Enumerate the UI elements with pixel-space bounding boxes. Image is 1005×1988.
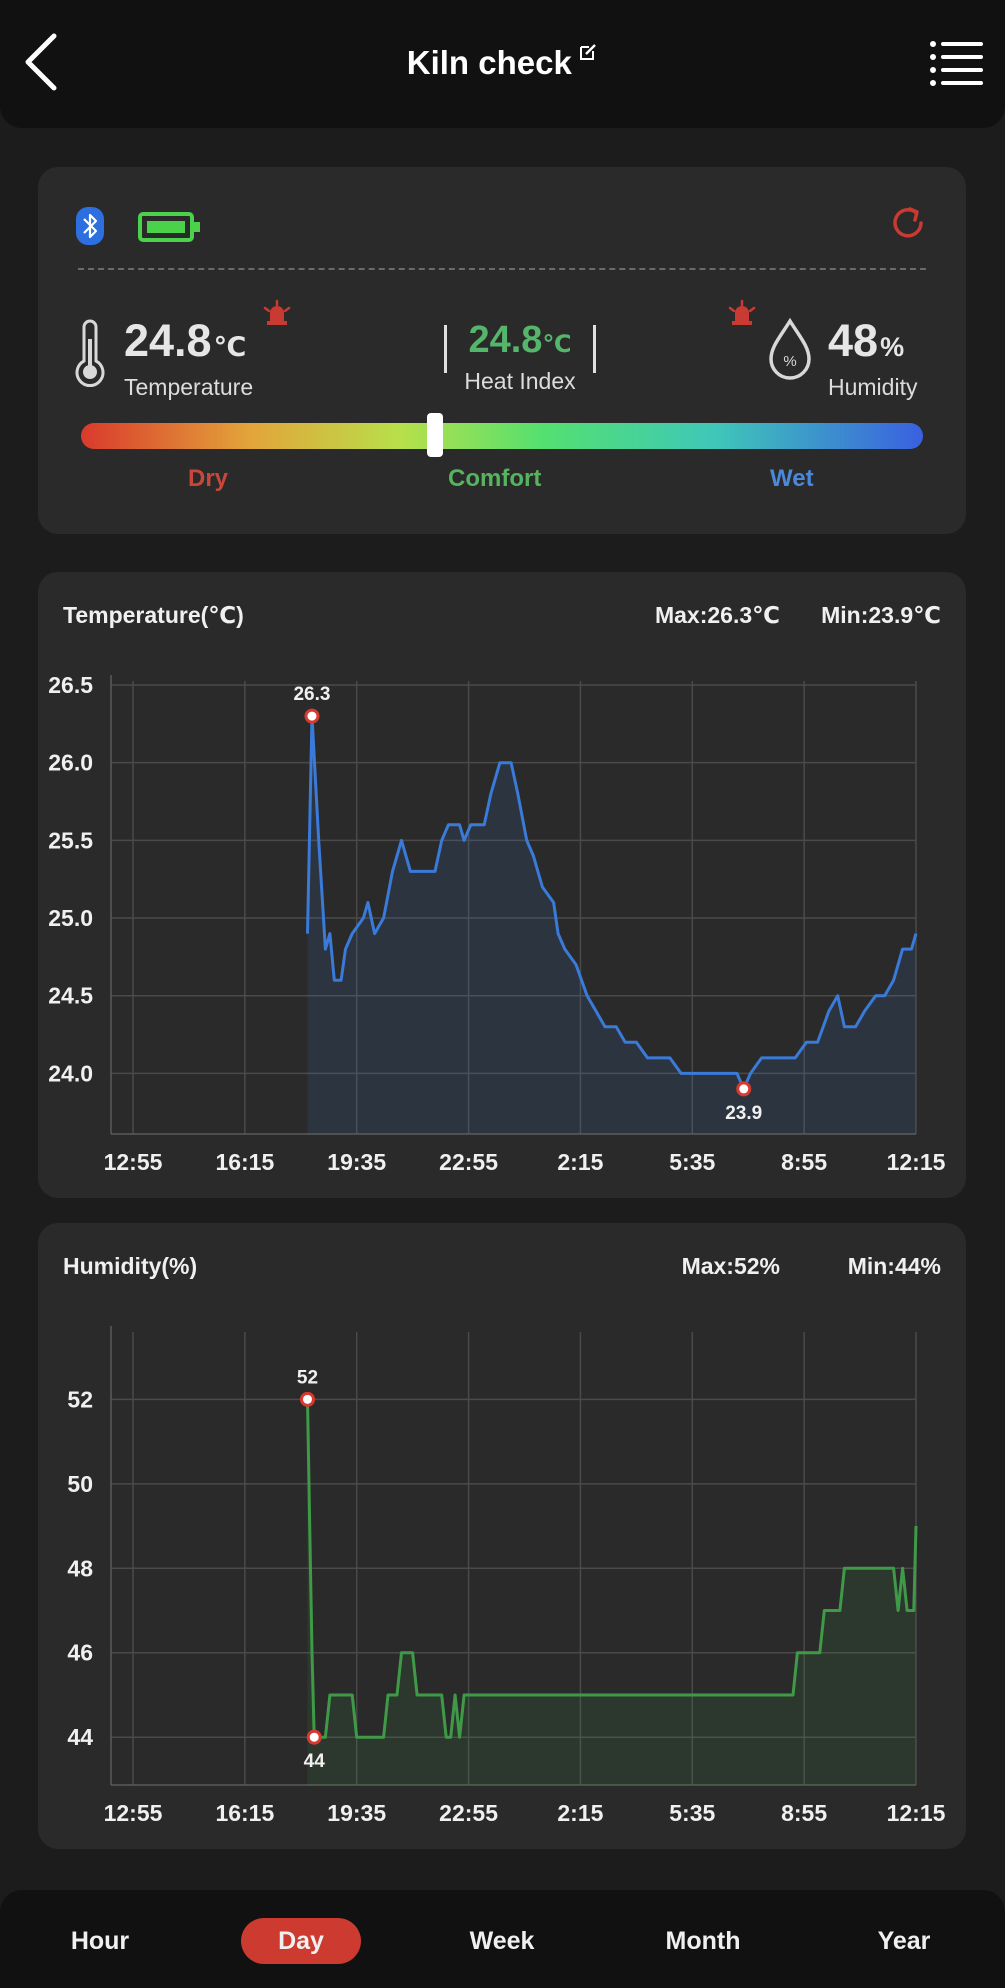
max-point-label: 52 — [297, 1367, 318, 1388]
tab-month[interactable]: Month — [665, 1927, 741, 1955]
y-tick-label: 26.5 — [48, 672, 93, 698]
chart-max-label: Max:26.3℃ — [654, 602, 780, 628]
series-area — [307, 1399, 916, 1785]
chart-min-label: Min:23.9℃ — [821, 602, 941, 628]
y-tick-label: 50 — [67, 1471, 93, 1497]
heat-index-divider-right — [593, 325, 596, 373]
x-tick-label: 12:55 — [104, 1149, 163, 1175]
humidity-chart[interactable]: 12:55 16:15 19:35 22:55 2:15 5:35 8:55 12:15 52 5… — [38, 1223, 966, 1849]
min-point-label: 44 — [304, 1751, 326, 1772]
level-comfort-label: Comfort — [448, 465, 542, 492]
y-tick-label: 25.5 — [48, 827, 93, 853]
chart-title: Temperature(℃) — [63, 602, 244, 628]
y-tick-label: 24.0 — [48, 1060, 93, 1086]
app-header: Kiln check — [0, 0, 1005, 128]
max-point-marker — [299, 1391, 315, 1407]
max-point-marker — [304, 708, 320, 724]
chart-title: Humidity(%) — [63, 1253, 198, 1279]
heat-index: 24.8℃ — [444, 319, 596, 373]
status-card: 24.8℃ Temperature 24.8℃ Heat Index % 48%… — [38, 167, 966, 534]
y-tick-label: 26.0 — [48, 750, 93, 776]
tab-day[interactable]: Day — [241, 1918, 361, 1964]
temperature-number: 24.8 — [124, 315, 212, 366]
x-tick-label: 5:35 — [669, 1149, 715, 1175]
edit-icon[interactable] — [578, 42, 598, 62]
temperature-label: Temperature — [124, 374, 254, 400]
comfort-level-indicator — [426, 413, 443, 457]
humidity-label: Humidity — [828, 374, 918, 400]
x-tick-label: 22:55 — [439, 1800, 498, 1826]
x-tick-label: 8:55 — [781, 1800, 827, 1826]
min-point-marker — [306, 1729, 322, 1745]
bluetooth-icon — [76, 207, 104, 245]
refresh-icon[interactable] — [888, 203, 928, 243]
x-tick-label: 5:35 — [669, 1800, 715, 1826]
temperature-unit: ℃ — [213, 332, 247, 362]
y-tick-label: 52 — [67, 1386, 93, 1412]
water-drop-icon: % — [769, 317, 811, 380]
x-tick-label: 8:55 — [781, 1149, 827, 1175]
x-tick-label: 19:35 — [327, 1149, 386, 1175]
x-tick-label: 16:15 — [215, 1800, 274, 1826]
x-tick-label: 2:15 — [557, 1800, 603, 1826]
y-tick-label: 44 — [67, 1724, 93, 1750]
temperature-chart[interactable]: 12:55 16:15 19:35 22:55 2:15 5:35 8:55 12:15 26.… — [38, 572, 966, 1198]
alarm-bell-icon[interactable] — [726, 299, 758, 329]
divider — [78, 268, 926, 270]
series-line — [306, 714, 918, 1091]
y-tick-label: 48 — [67, 1555, 93, 1581]
humidity-number: 48 — [828, 315, 879, 366]
thermometer-icon — [75, 319, 105, 388]
x-tick-label: 16:15 — [215, 1149, 274, 1175]
y-tick-label: 46 — [67, 1640, 93, 1666]
comfort-gradient-bar — [81, 423, 923, 449]
humidity-unit: % — [880, 332, 905, 362]
svg-text:%: % — [783, 353, 796, 370]
humidity-value: 48% — [828, 315, 904, 367]
page-title[interactable]: Kiln check — [406, 44, 572, 81]
series-area — [307, 716, 916, 1134]
level-wet-label: Wet — [770, 465, 814, 492]
min-point-label: 23.9 — [725, 1103, 762, 1124]
heat-index-value: 24.8℃ — [468, 319, 571, 361]
heat-index-number: 24.8 — [468, 319, 543, 361]
tab-hour[interactable]: Hour — [70, 1927, 130, 1955]
tab-year[interactable]: Year — [877, 1927, 931, 1955]
alarm-bell-icon[interactable] — [261, 299, 293, 329]
menu-list-icon[interactable] — [929, 38, 983, 88]
min-point-marker — [736, 1081, 752, 1097]
period-tab-bar: Hour Day Week Month Year — [0, 1890, 1005, 1988]
x-tick-label: 12:15 — [887, 1800, 946, 1826]
y-tick-label: 25.0 — [48, 905, 93, 931]
heat-index-divider-left — [444, 325, 447, 373]
series-line — [306, 1399, 918, 1739]
chart-min-label: Min:44% — [847, 1253, 941, 1279]
back-arrow-icon[interactable] — [18, 30, 66, 94]
title-wrap: Kiln check — [0, 44, 1005, 82]
x-tick-label: 19:35 — [327, 1800, 386, 1826]
x-tick-label: 2:15 — [557, 1149, 603, 1175]
temperature-value: 24.8℃ — [124, 315, 246, 367]
battery-icon — [138, 212, 200, 242]
x-tick-label: 12:55 — [104, 1800, 163, 1826]
y-tick-label: 24.5 — [48, 983, 93, 1009]
tab-week[interactable]: Week — [469, 1927, 535, 1955]
heat-index-unit: ℃ — [542, 331, 572, 358]
x-tick-label: 22:55 — [439, 1149, 498, 1175]
level-dry-label: Dry — [188, 465, 229, 492]
x-tick-label: 12:15 — [887, 1149, 946, 1175]
temperature-chart-card: Temperature(℃) Max:26.3℃ Min:23.9℃ 12:55… — [38, 572, 966, 1198]
humidity-chart-card: Humidity(%) Max:52% Min:44% 12:55 16:15 19… — [38, 1223, 966, 1849]
heat-index-label: Heat Index — [464, 368, 576, 394]
chart-max-label: Max:52% — [681, 1253, 780, 1279]
max-point-label: 26.3 — [293, 684, 330, 705]
